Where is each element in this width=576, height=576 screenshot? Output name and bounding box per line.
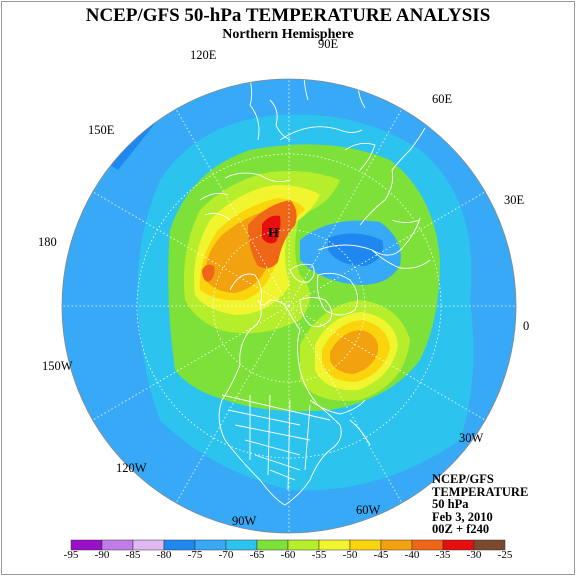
meridian-30e xyxy=(288,191,486,307)
coast-hudson-bay xyxy=(299,297,333,328)
meridian-150e xyxy=(92,191,290,307)
info-time: 00Z + f240 xyxy=(432,522,490,536)
us-state-lines xyxy=(221,394,331,481)
coast-north-america-west xyxy=(218,273,286,506)
coast-europe xyxy=(317,217,431,269)
legend-tick-label: -25 xyxy=(497,549,513,561)
lon-label-150w: 150W xyxy=(42,359,73,373)
legend-tick-label: -45 xyxy=(373,549,389,561)
map-border xyxy=(61,78,517,534)
info-model: NCEP/GFS xyxy=(432,472,494,486)
legend-tick-label: -50 xyxy=(342,549,358,561)
legend-swatch xyxy=(473,539,506,551)
meridian-60e xyxy=(288,108,403,307)
lon-label-180: 180 xyxy=(38,235,57,249)
coast-asia-south xyxy=(244,79,366,141)
legend-tick-label: -95 xyxy=(63,549,79,561)
high-pressure-marker: H xyxy=(268,226,279,241)
lon-label-150e: 150E xyxy=(88,123,115,137)
info-block: NCEP/GFS TEMPERATURE 50 hPa Feb 3, 2010 … xyxy=(432,473,528,536)
legend-tick-label: -65 xyxy=(249,549,265,561)
meridian-30w xyxy=(288,305,486,421)
lon-label-30e: 30E xyxy=(504,193,525,207)
legend-tick-label: -55 xyxy=(311,549,327,561)
legend-tick-label: -85 xyxy=(125,549,141,561)
legend-tick-label: -30 xyxy=(466,549,482,561)
us-state-lines-vertical xyxy=(249,394,311,491)
legend-tick-label: -90 xyxy=(94,549,110,561)
legend-tick-label: -75 xyxy=(187,549,203,561)
meridian-120w xyxy=(175,305,290,504)
color-legend xyxy=(70,539,506,551)
meridian-120e xyxy=(175,108,290,307)
lon-label-90w: 90W xyxy=(232,514,257,528)
coast-north-america-east xyxy=(257,299,342,506)
coast-asia-north xyxy=(269,99,376,171)
lon-label-120w: 120W xyxy=(116,461,147,475)
field-minus40-small xyxy=(202,264,215,282)
lon-label-120e: 120E xyxy=(190,48,217,62)
legend-tick-label: -80 xyxy=(156,549,172,561)
graticule xyxy=(62,79,516,533)
info-date: Feb 3, 2010 xyxy=(432,509,493,524)
page-subtitle: Northern Hemisphere xyxy=(222,27,354,42)
legend-tick-label: -40 xyxy=(404,549,420,561)
meridian-150w xyxy=(92,305,290,421)
lon-label-30w: 30W xyxy=(459,431,484,445)
coast-arctic-islands xyxy=(289,263,315,283)
info-level: 50 hPa xyxy=(432,497,469,511)
info-field: TEMPERATURE xyxy=(432,484,529,499)
lon-label-60w: 60W xyxy=(356,503,381,517)
legend-tick-label: -35 xyxy=(435,549,451,561)
field-cold-core xyxy=(328,233,384,266)
coast-scandinavia xyxy=(359,127,426,226)
field-minus45-east xyxy=(330,330,379,374)
coastlines xyxy=(199,79,431,506)
legend-tick-label: -70 xyxy=(218,549,234,561)
page-title: NCEP/GFS 50-hPa TEMPERATURE ANALYSIS xyxy=(85,5,491,26)
legend-tick-label: -60 xyxy=(280,549,296,561)
coast-siberia xyxy=(199,172,291,221)
lon-label-90e: 90E xyxy=(318,37,339,51)
field-minus35 xyxy=(262,215,281,244)
lon-label-0: 0 xyxy=(523,319,530,333)
meridian-60w xyxy=(288,305,403,504)
lon-label-60e: 60E xyxy=(432,92,453,106)
